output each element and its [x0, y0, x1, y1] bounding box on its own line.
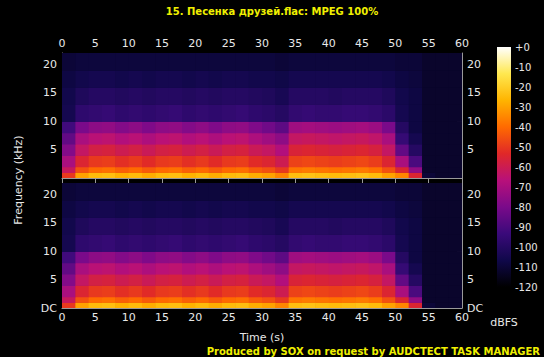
svg-text:20: 20 [467, 188, 481, 201]
svg-text:10: 10 [467, 245, 481, 258]
svg-text:50: 50 [388, 37, 402, 50]
svg-text:45: 45 [355, 37, 369, 50]
svg-text:10: 10 [467, 115, 481, 128]
svg-text:-60: -60 [515, 162, 531, 173]
svg-text:55: 55 [422, 37, 436, 50]
svg-text:-70: -70 [515, 182, 531, 193]
svg-text:-10: -10 [515, 62, 531, 73]
svg-text:10: 10 [43, 115, 57, 128]
svg-text:50: 50 [388, 311, 402, 324]
svg-text:-100: -100 [515, 242, 538, 253]
svg-text:dBFS: dBFS [490, 316, 518, 329]
svg-text:-20: -20 [515, 82, 531, 93]
svg-text:60: 60 [455, 311, 469, 324]
svg-text:-80: -80 [515, 202, 531, 213]
svg-text:Time (s): Time (s) [239, 331, 285, 344]
svg-text:55: 55 [422, 311, 436, 324]
svg-text:25: 25 [222, 37, 236, 50]
svg-text:5: 5 [50, 273, 57, 286]
svg-text:5: 5 [467, 273, 474, 286]
svg-text:40: 40 [322, 311, 336, 324]
svg-text:5: 5 [467, 143, 474, 156]
svg-text:20: 20 [467, 58, 481, 71]
svg-text:15. Песенка друзей.flac: MPEG: 15. Песенка друзей.flac: MPEG 100% [166, 6, 378, 17]
svg-text:-120: -120 [515, 282, 538, 293]
svg-text:20: 20 [188, 37, 202, 50]
svg-text:15: 15 [155, 311, 169, 324]
svg-text:45: 45 [355, 311, 369, 324]
svg-text:25: 25 [222, 311, 236, 324]
svg-text:10: 10 [43, 245, 57, 258]
svg-text:5: 5 [92, 311, 99, 324]
svg-text:30: 30 [255, 37, 269, 50]
svg-text:0: 0 [59, 37, 66, 50]
svg-text:DC: DC [41, 302, 57, 315]
svg-text:-40: -40 [515, 122, 531, 133]
svg-text:20: 20 [188, 311, 202, 324]
svg-text:DC: DC [467, 302, 483, 315]
svg-text:40: 40 [322, 37, 336, 50]
svg-text:10: 10 [122, 37, 136, 50]
svg-text:15: 15 [467, 216, 481, 229]
svg-text:20: 20 [43, 58, 57, 71]
svg-text:-50: -50 [515, 142, 531, 153]
svg-text:Produced by SOX on request by: Produced by SOX on request by AUDCTECT T… [207, 346, 541, 357]
svg-text:60: 60 [455, 37, 469, 50]
svg-text:-30: -30 [515, 102, 531, 113]
svg-text:15: 15 [155, 37, 169, 50]
svg-text:30: 30 [255, 311, 269, 324]
svg-text:35: 35 [288, 311, 302, 324]
svg-text:35: 35 [288, 37, 302, 50]
svg-text:Frequency (kHz): Frequency (kHz) [12, 135, 25, 224]
svg-text:-90: -90 [515, 222, 531, 233]
svg-text:15: 15 [43, 216, 57, 229]
svg-text:0: 0 [59, 311, 66, 324]
svg-text:+0: +0 [515, 42, 530, 53]
svg-text:-110: -110 [515, 262, 538, 273]
svg-text:15: 15 [467, 86, 481, 99]
svg-text:20: 20 [43, 188, 57, 201]
svg-text:5: 5 [50, 143, 57, 156]
svg-text:10: 10 [122, 311, 136, 324]
svg-text:5: 5 [92, 37, 99, 50]
svg-text:15: 15 [43, 86, 57, 99]
